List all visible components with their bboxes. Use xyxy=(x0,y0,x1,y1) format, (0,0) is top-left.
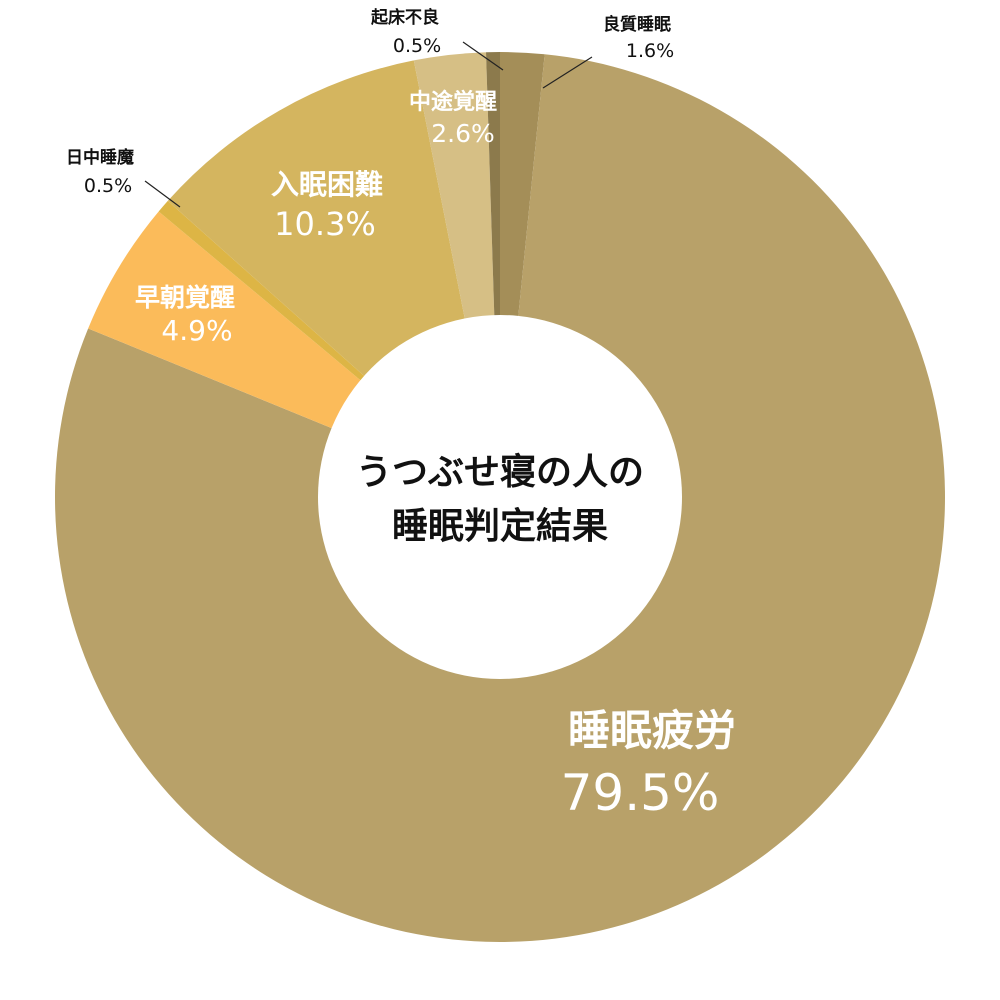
slice-value-4: 10.3% xyxy=(274,205,376,243)
slice-label-5: 中途覚醒 xyxy=(409,89,497,115)
slice-value-6: 0.5% xyxy=(393,35,441,57)
slice-value-1: 79.5% xyxy=(561,764,720,822)
leader-line-6 xyxy=(462,41,504,71)
slice-value-3: 0.5% xyxy=(84,175,132,197)
slice-value-2: 4.9% xyxy=(161,314,232,347)
slice-value-5: 2.6% xyxy=(431,119,495,148)
donut-hole xyxy=(318,315,682,679)
center-title-line-1: うつぶせ寝の人の xyxy=(356,451,644,493)
slice-label-2: 早朝覚醒 xyxy=(135,283,235,312)
slice-label-3: 日中睡魔 xyxy=(66,147,134,168)
slice-label-6: 起床不良 xyxy=(370,7,439,28)
slice-label-1: 睡眠疲労 xyxy=(568,706,736,755)
slice-label-0: 良質睡眠 xyxy=(603,14,671,35)
leader-lines xyxy=(144,41,593,208)
center-title-line-2: 睡眠判定結果 xyxy=(392,506,608,547)
slice-label-4: 入眠困難 xyxy=(271,168,383,201)
leader-line-3 xyxy=(144,180,181,208)
slice-value-0: 1.6% xyxy=(626,40,674,62)
leader-line-0 xyxy=(542,56,593,89)
